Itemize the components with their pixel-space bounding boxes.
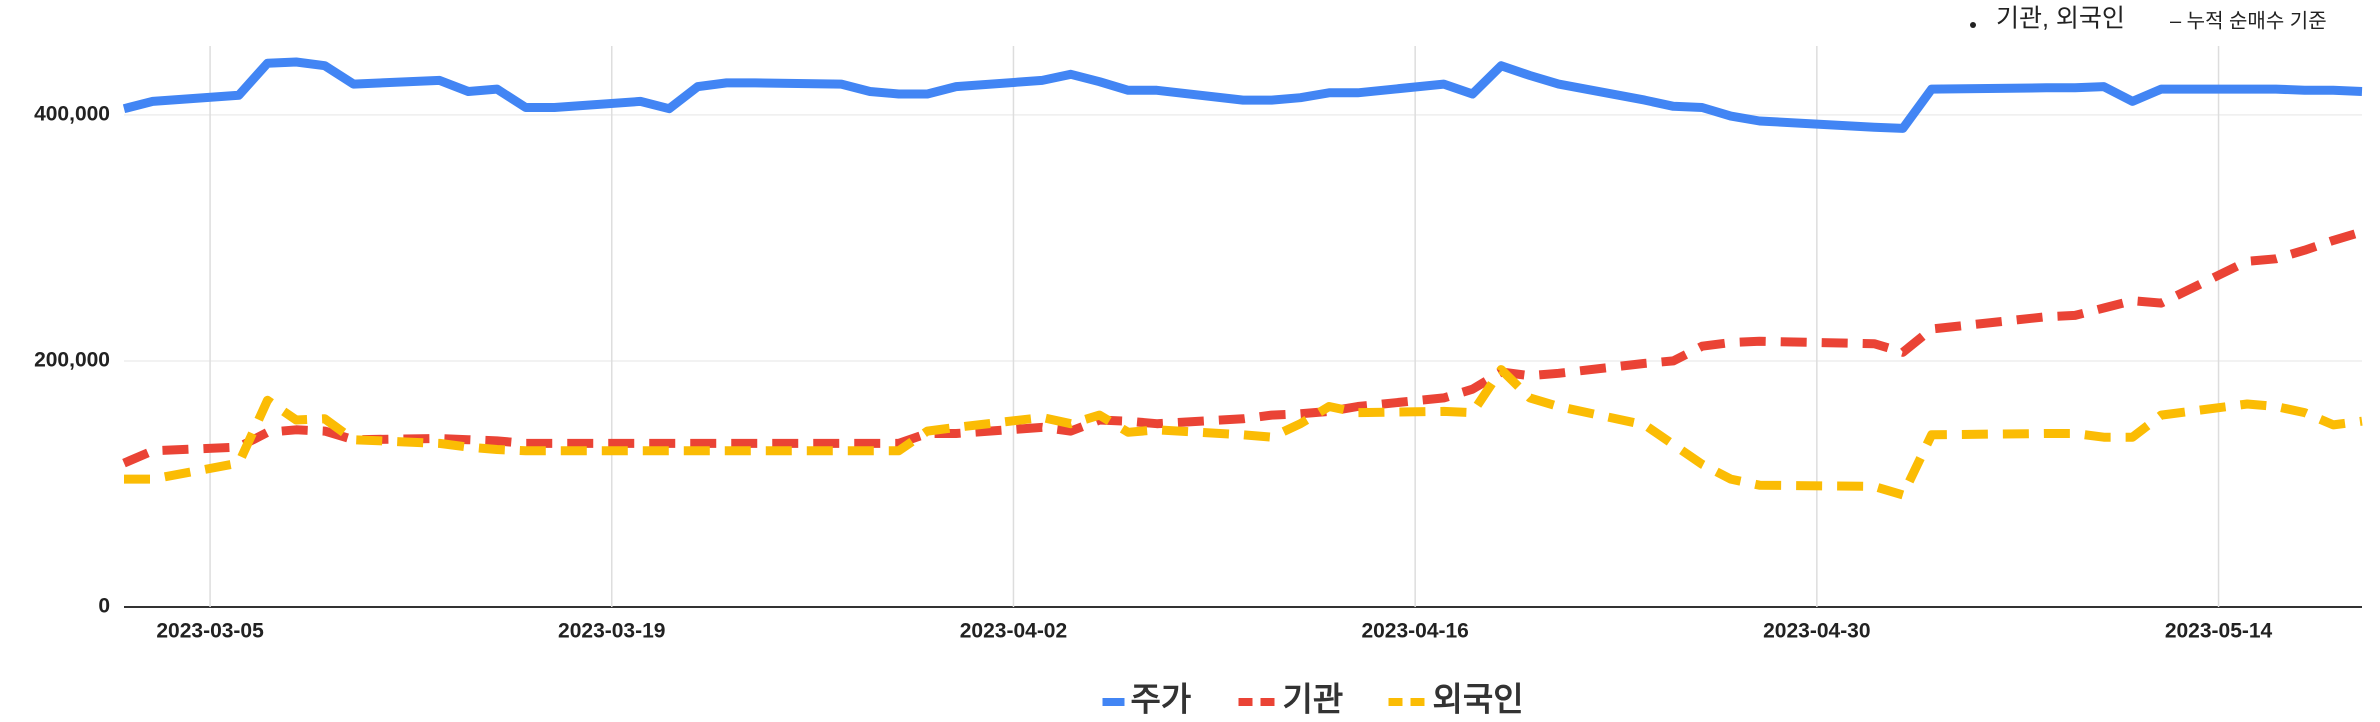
series-line <box>122 227 2364 468</box>
annotation: 기관, 외국인 <box>1996 5 2125 33</box>
legend-label: 주가 <box>1131 681 1192 718</box>
x-tick-label: 2023-05-14 <box>2165 620 2273 643</box>
x-tick-label: 2023-04-16 <box>1361 620 1468 643</box>
legend-label: 외국인 <box>1433 681 1524 718</box>
annotation-note: – 누적 순매수 기준 <box>2170 9 2327 32</box>
series-line <box>122 57 2363 133</box>
series-line <box>124 365 2363 500</box>
legend-item: 외국인 <box>1388 681 1524 718</box>
legend-item: 기관 <box>1238 681 1344 718</box>
x-tick-label: 2023-04-30 <box>1763 620 1870 643</box>
x-tick-label: 2023-03-05 <box>156 620 264 643</box>
y-tick-label: 0 <box>98 595 110 618</box>
legend-item: 주가 <box>1102 681 1192 718</box>
x-tick-label: 2023-04-02 <box>960 620 1067 643</box>
x-tick-label: 2023-03-19 <box>558 620 665 643</box>
y-tick-label: 200,000 <box>34 348 110 371</box>
legend-label: 기관 <box>1283 681 1344 718</box>
annotation-bullet <box>1970 22 1976 28</box>
y-tick-label: 400,000 <box>34 102 110 125</box>
